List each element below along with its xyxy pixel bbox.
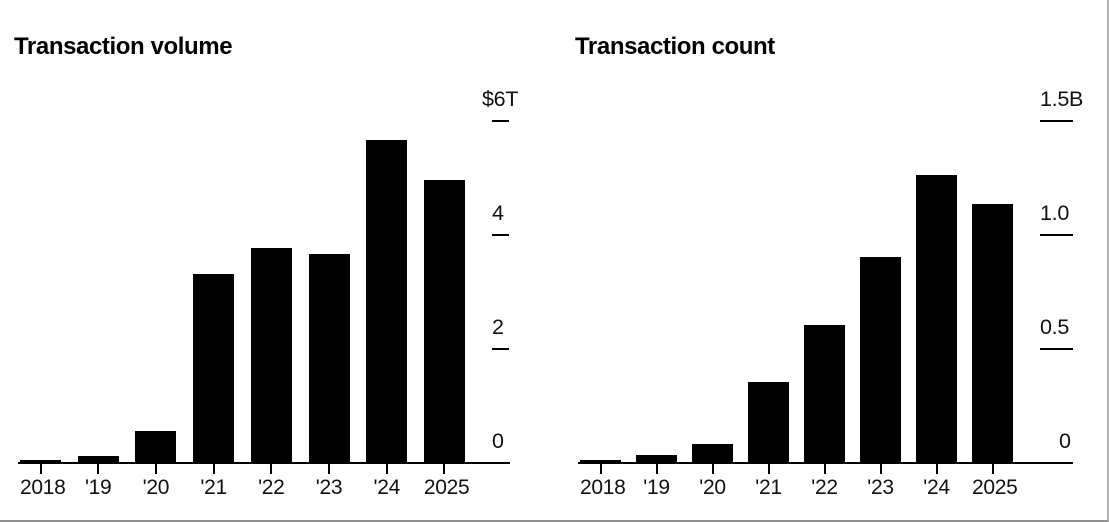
bar-column-'19 xyxy=(636,120,677,474)
chart-transaction-volume: Transaction volume $6T 4 2 0 2018 '19 '20 '21 '… xyxy=(0,0,554,520)
x-tick xyxy=(879,464,882,474)
bar-2018 xyxy=(580,459,621,462)
y-label-$6T: $6T xyxy=(482,87,519,111)
y-label-2: 2 xyxy=(492,315,504,339)
bar-column-'23 xyxy=(308,120,350,474)
y-tick xyxy=(492,234,509,236)
y-tick xyxy=(1040,120,1073,122)
bar-column-'19 xyxy=(77,120,119,474)
x-label-'21: '21 xyxy=(200,476,227,499)
bar-'21 xyxy=(748,382,789,462)
x-tick xyxy=(823,464,826,474)
x-tick xyxy=(655,464,658,474)
y-axis-count: 1.5B 1.0 0.5 0 xyxy=(1040,0,1107,520)
bar-column-'20 xyxy=(135,120,177,474)
bar-column-'22 xyxy=(250,120,292,474)
x-label-2025: 2025 xyxy=(972,476,1018,499)
x-label-'22: '22 xyxy=(258,476,285,499)
y-label-0: 0 xyxy=(492,429,504,453)
bar-'19 xyxy=(77,456,119,462)
x-tick xyxy=(154,464,157,474)
y-tick xyxy=(492,348,509,350)
bar-2025 xyxy=(972,204,1013,462)
bar-'22 xyxy=(250,248,292,462)
y-tick xyxy=(1040,348,1073,350)
bar-'23 xyxy=(860,256,901,462)
bar-'24 xyxy=(916,174,957,462)
y-label-0.5: 0.5 xyxy=(1040,315,1069,339)
x-label-'19: '19 xyxy=(84,476,112,499)
chart-transaction-count: Transaction count 1.5B 1.0 0.5 0 2018 '19 '20… xyxy=(561,0,1107,520)
bar-'22 xyxy=(804,325,845,462)
chart-title-volume: Transaction volume xyxy=(14,33,233,60)
x-tick xyxy=(711,464,714,474)
chart-title-count: Transaction count xyxy=(575,33,775,60)
y-label-4: 4 xyxy=(492,201,504,225)
bar-column-'21 xyxy=(193,120,235,474)
bar-2018 xyxy=(20,459,61,462)
y-axis-volume: $6T 4 2 0 xyxy=(482,0,562,520)
bar-'20 xyxy=(692,443,733,462)
y-tick xyxy=(1040,234,1073,236)
x-tick xyxy=(599,464,602,474)
bar-column-'23 xyxy=(860,120,901,474)
x-label-'22: '22 xyxy=(811,476,838,499)
plot-area-count xyxy=(580,120,1013,474)
x-label-'20: '20 xyxy=(699,476,726,499)
x-axis-labels-count: 2018 '19 '20 '21 '22 '23 '24 2025 xyxy=(580,476,1018,500)
x-label-'20: '20 xyxy=(142,476,170,499)
bar-'21 xyxy=(193,273,235,462)
x-label-'19: '19 xyxy=(643,476,670,499)
x-label-'23: '23 xyxy=(315,476,343,499)
bar-'20 xyxy=(135,430,177,462)
bar-column-2018 xyxy=(580,120,621,474)
x-tick xyxy=(270,464,273,474)
y-label-1.0: 1.0 xyxy=(1040,201,1069,225)
x-tick xyxy=(767,464,770,474)
x-axis-line xyxy=(18,462,510,464)
bar-column-2025 xyxy=(972,120,1013,474)
y-label-0: 0 xyxy=(1059,429,1071,453)
bar-column-'24 xyxy=(366,120,408,474)
bar-column-'24 xyxy=(916,120,957,474)
x-tick xyxy=(328,464,331,474)
x-label-'24: '24 xyxy=(923,476,950,499)
plot-area-volume xyxy=(20,120,465,474)
bar-column-'21 xyxy=(748,120,789,474)
x-label-2025: 2025 xyxy=(423,476,470,499)
x-label-2018: 2018 xyxy=(580,476,626,499)
y-tick xyxy=(492,120,509,122)
y-label-1.5B: 1.5B xyxy=(1040,87,1084,111)
x-tick xyxy=(935,464,938,474)
x-axis-labels-volume: 2018 '19 '20 '21 '22 '23 '24 2025 xyxy=(20,476,470,500)
x-axis-line xyxy=(578,462,1073,464)
x-tick xyxy=(39,464,42,474)
x-label-'23: '23 xyxy=(867,476,894,499)
x-label-2018: 2018 xyxy=(20,476,66,499)
x-tick xyxy=(443,464,446,474)
bar-column-'20 xyxy=(692,120,733,474)
bar-column-2018 xyxy=(20,120,61,474)
x-label-'24: '24 xyxy=(373,476,400,499)
x-tick xyxy=(97,464,100,474)
x-tick xyxy=(385,464,388,474)
bar-column-'22 xyxy=(804,120,845,474)
x-tick xyxy=(212,464,215,474)
bar-2025 xyxy=(423,179,465,462)
x-label-'21: '21 xyxy=(755,476,782,499)
bar-column-2025 xyxy=(423,120,465,474)
bar-'19 xyxy=(636,455,677,462)
bar-'24 xyxy=(366,139,408,462)
bar-'23 xyxy=(308,253,350,462)
x-tick xyxy=(991,464,994,474)
